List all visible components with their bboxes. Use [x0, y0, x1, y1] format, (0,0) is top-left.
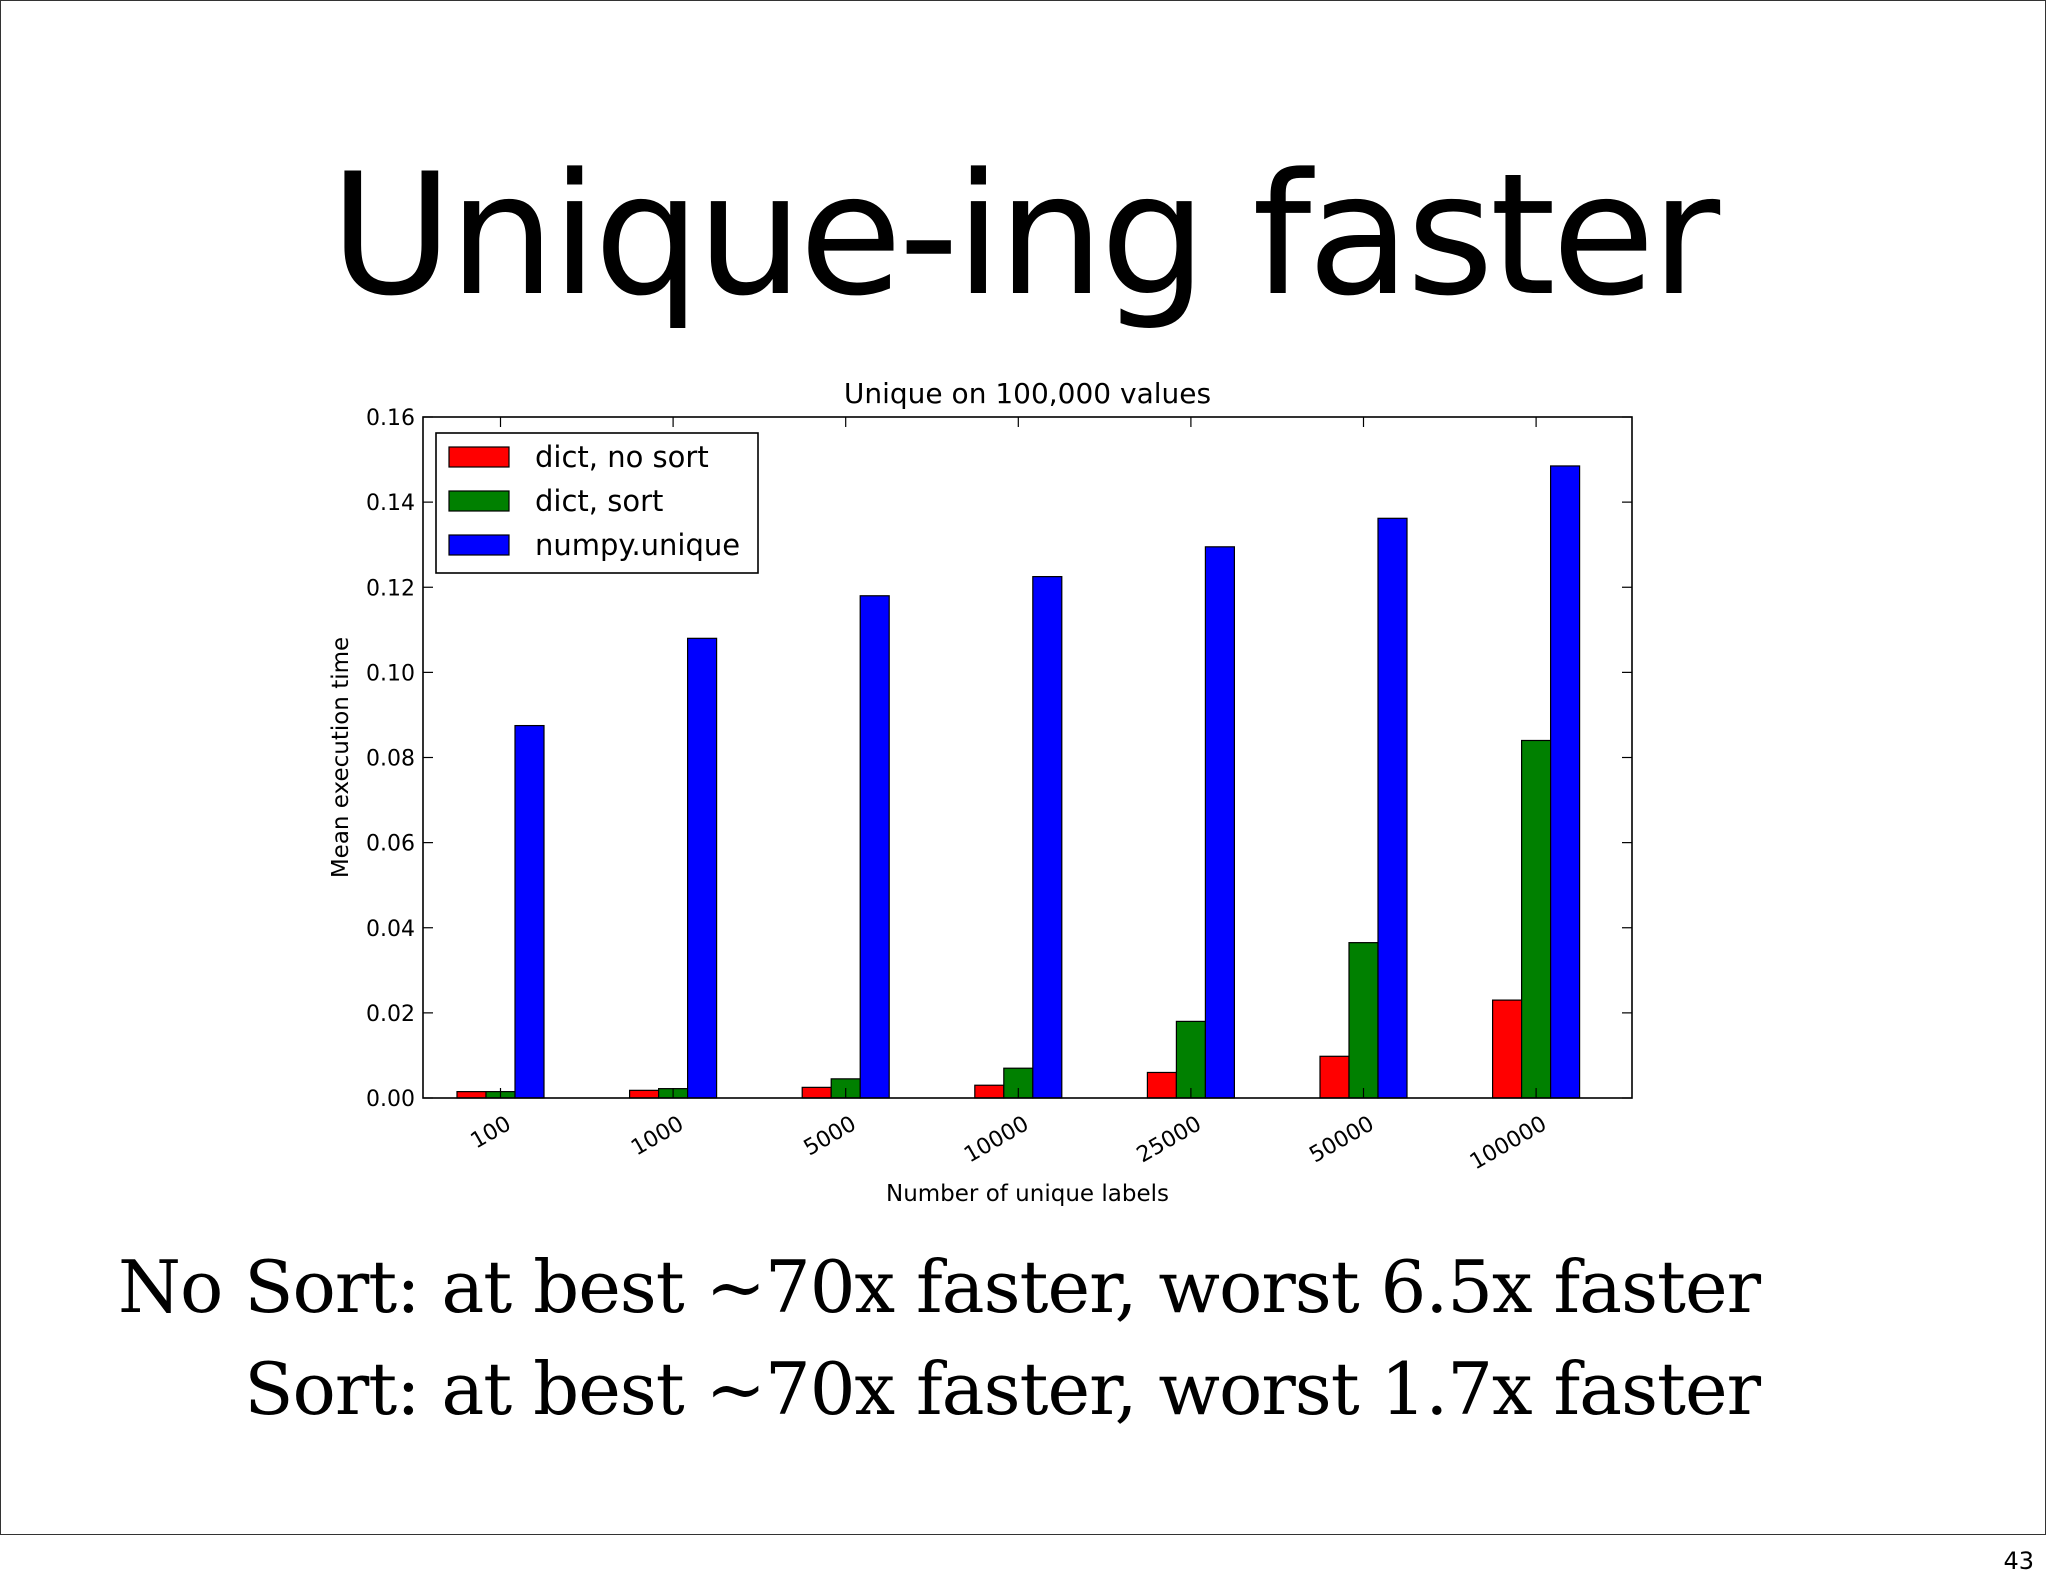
y-tick-label: 0.04	[366, 917, 415, 942]
x-tick-label: 100000	[1466, 1112, 1551, 1176]
bar-dict-sort-100000	[1520, 739, 1552, 1099]
y-tick-label: 0.10	[366, 661, 415, 686]
bar-numpy-unique-50000	[1377, 517, 1408, 1099]
slide: Unique-ing faster Unique on 100,000 valu…	[0, 0, 2046, 1535]
bar-numpy-unique-100000	[1549, 465, 1581, 1099]
caption-no-sort: No Sort: at best ~70x faster, worst 6.5x…	[117, 1245, 1761, 1329]
legend-swatch	[448, 490, 510, 512]
bar-numpy-unique-100	[514, 724, 545, 1099]
y-axis-label: Mean execution time	[328, 637, 354, 878]
x-tick-label: 25000	[1133, 1112, 1206, 1169]
y-tick-label: 0.06	[366, 832, 415, 857]
x-tick-label: 100	[467, 1112, 516, 1155]
y-tick-label: 0.12	[366, 576, 415, 601]
slide-title: Unique-ing faster	[329, 137, 1720, 333]
bar-dict-no-sort-10000	[974, 1084, 1005, 1099]
x-tick-label: 1000	[627, 1112, 688, 1162]
legend-label: dict, no sort	[535, 440, 709, 474]
legend-swatch	[448, 446, 510, 468]
bar-numpy-unique-5000	[859, 595, 890, 1099]
x-tick-label: 5000	[800, 1112, 861, 1162]
x-tick-label: 50000	[1305, 1112, 1378, 1169]
bar-numpy-unique-10000	[1032, 576, 1063, 1099]
bar-dict-no-sort-100	[456, 1091, 487, 1099]
y-tick-label: 0.00	[366, 1087, 415, 1112]
x-axis-label: Number of unique labels	[886, 1181, 1169, 1207]
bar-chart: Unique on 100,000 values 0.000.020.040.0…	[328, 377, 1633, 1207]
bar-dict-no-sort-1000	[628, 1089, 660, 1099]
y-tick-label: 0.08	[366, 747, 415, 772]
bar-dict-no-sort-25000	[1146, 1071, 1178, 1099]
bar-dict-no-sort-50000	[1319, 1055, 1350, 1099]
bar-numpy-unique-25000	[1204, 546, 1236, 1099]
bar-dict-no-sort-5000	[801, 1086, 832, 1099]
plot-area: 0.00 0.02 0.04 0.06 0.08 0.10 0.12 0.14 0.16 100 1…	[366, 406, 1633, 1176]
chart-title: Unique on 100,000 values	[844, 377, 1211, 410]
bar-numpy-unique-1000	[686, 637, 718, 1099]
x-tick-label: 10000	[960, 1112, 1033, 1169]
bar-dict-sort-50000	[1348, 942, 1379, 1099]
y-tick-label: 0.14	[366, 491, 415, 516]
legend-label: dict, sort	[535, 484, 663, 518]
y-tick-label: 0.02	[366, 1002, 415, 1027]
bar-dict-no-sort-100000	[1491, 999, 1523, 1099]
y-tick-label: 0.16	[366, 406, 415, 431]
legend-swatch	[448, 534, 510, 556]
page-number: 43	[2003, 1547, 2034, 1575]
plot-frame	[422, 416, 1633, 1099]
bar-dict-sort-25000	[1175, 1020, 1207, 1099]
caption-sort: Sort: at best ~70x faster, worst 1.7x fa…	[244, 1347, 1761, 1431]
legend-label: numpy.unique	[535, 528, 740, 562]
legend: dict, no sort dict, sort numpy.unique	[435, 432, 759, 574]
